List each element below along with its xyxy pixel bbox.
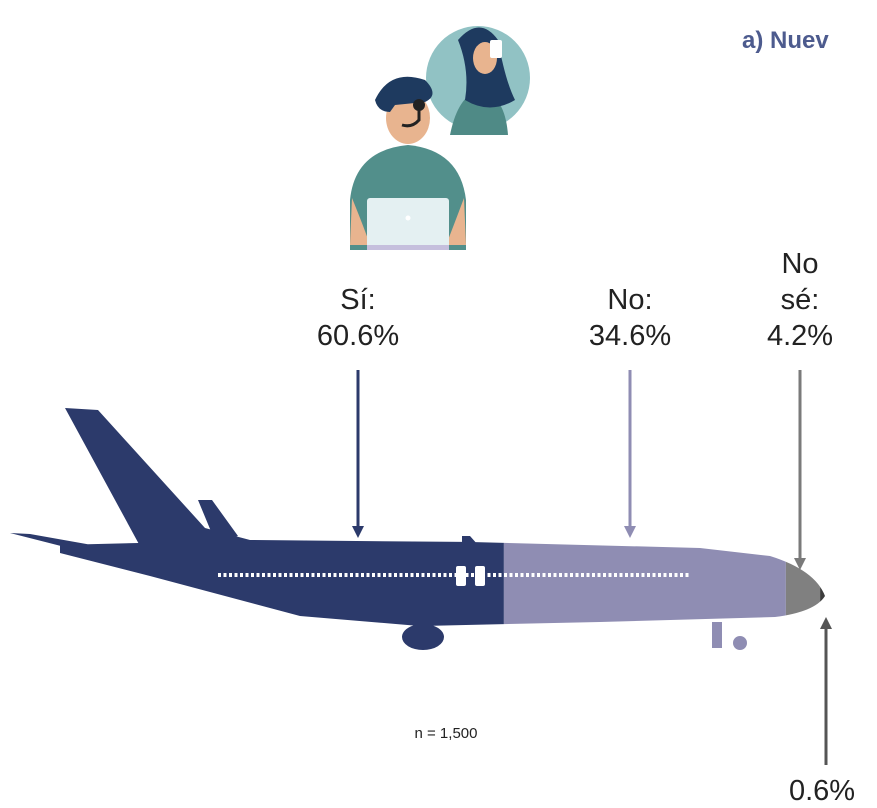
illustration: [350, 26, 530, 250]
plane-segment: [786, 380, 820, 670]
page: a) Nuev Sí: 60.6% No: 34.6% Nosé: 4.2% 0.6% n …: [0, 0, 877, 808]
plane-segment: [10, 380, 504, 670]
chart-title: a) Nuev: [742, 27, 829, 54]
category-label: Sí:: [340, 284, 375, 316]
value-label: 0.6%: [789, 775, 855, 807]
value-label: 60.6%: [317, 320, 399, 352]
value-label: 34.6%: [589, 320, 671, 352]
plane: [10, 380, 825, 670]
value-label: 4.2%: [767, 320, 833, 352]
category-label: No:: [607, 284, 652, 316]
sample-size: n = 1,500: [415, 725, 478, 742]
plane-segment: [504, 380, 786, 670]
chart: a) Nuev Sí: 60.6% No: 34.6% Nosé: 4.2% 0.6% n …: [0, 0, 877, 808]
plane-segment: [820, 380, 825, 670]
